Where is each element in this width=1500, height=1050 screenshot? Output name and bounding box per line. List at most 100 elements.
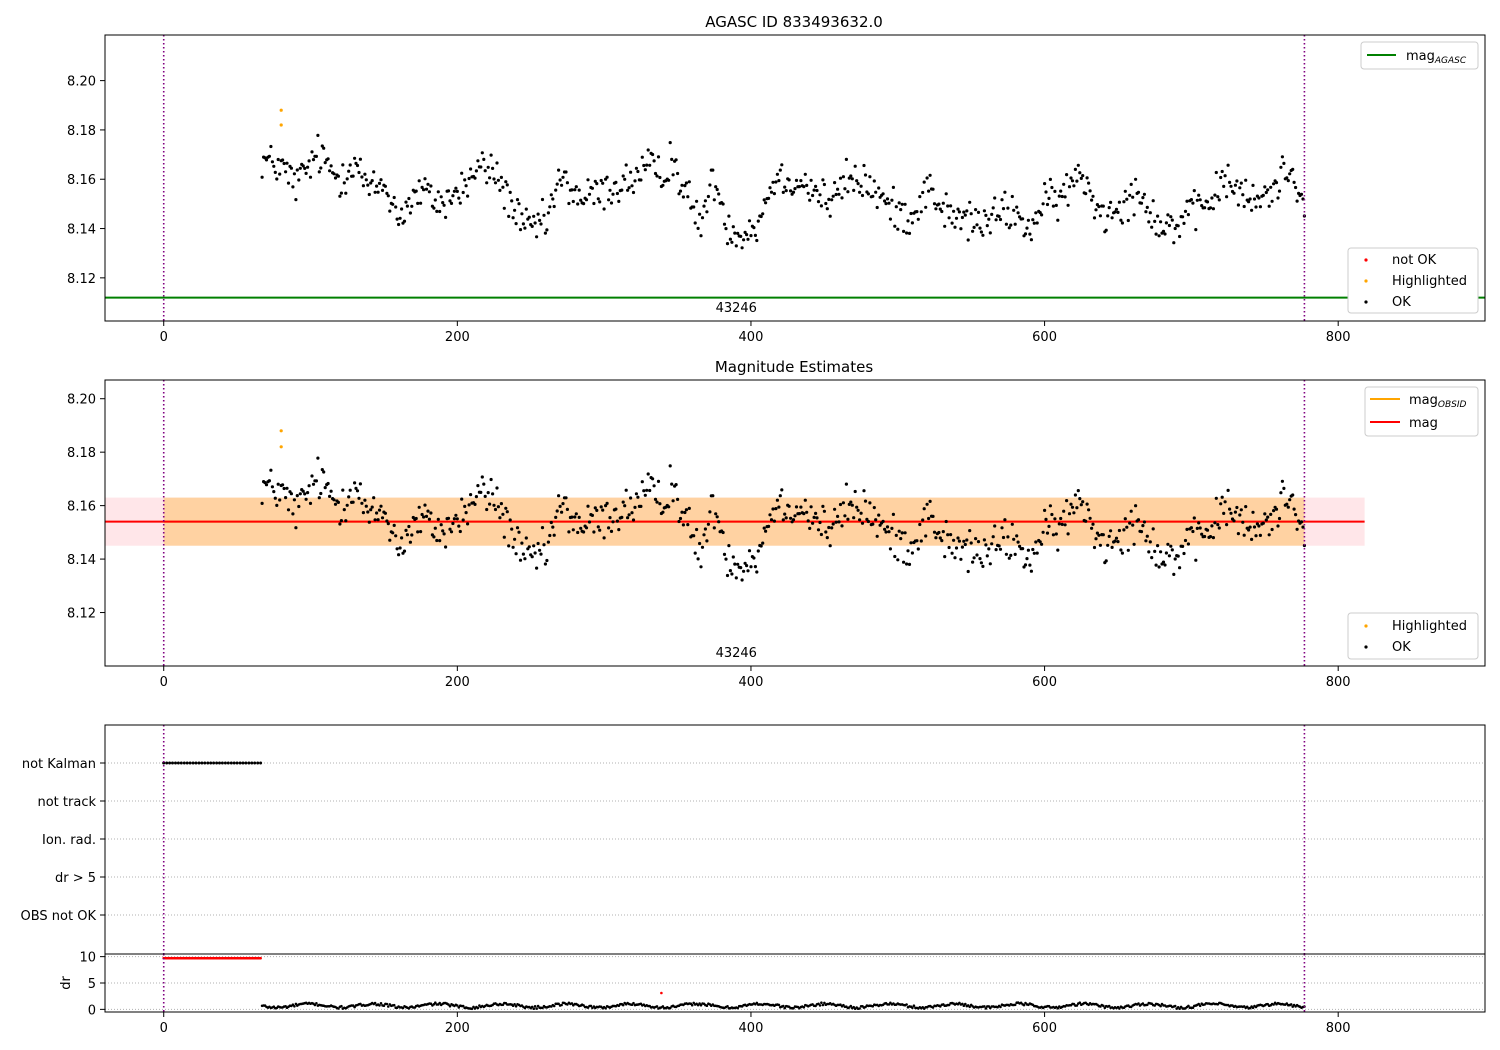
data-point-ok xyxy=(631,190,636,195)
data-point-ok xyxy=(941,530,945,534)
data-point-ok xyxy=(808,198,812,202)
data-point-ok xyxy=(1025,557,1029,561)
data-point-ok xyxy=(394,534,398,538)
data-point-ok xyxy=(743,561,747,565)
data-point-ok xyxy=(834,520,838,524)
data-point-ok xyxy=(881,519,885,524)
data-point-ok xyxy=(380,188,385,192)
data-point-ok xyxy=(1116,540,1120,544)
legend-ok-marker xyxy=(1364,645,1368,649)
data-point-ok xyxy=(724,227,728,231)
data-point-ok xyxy=(338,522,342,526)
data-point-ok xyxy=(633,179,637,183)
x-tick-label: 800 xyxy=(1326,1021,1351,1036)
x-tick-label: 200 xyxy=(445,1021,470,1036)
data-point-ok xyxy=(693,551,697,555)
data-point-ok xyxy=(363,172,367,176)
data-point-ok xyxy=(1292,507,1296,511)
data-point-ok xyxy=(358,482,362,486)
data-point-ok xyxy=(555,182,559,186)
data-point-ok xyxy=(527,545,531,549)
data-point-ok xyxy=(746,569,750,573)
data-point-ok xyxy=(408,540,412,544)
data-point-ok xyxy=(419,530,423,534)
data-point-ok xyxy=(651,152,655,157)
data-point-ok xyxy=(1247,200,1251,204)
data-point-ok xyxy=(1094,208,1098,212)
legend-box xyxy=(1360,41,1479,70)
data-point-ok xyxy=(645,163,649,167)
data-point-ok xyxy=(1156,214,1160,218)
data-point-ok xyxy=(745,564,749,568)
dr-point-ok xyxy=(968,1005,971,1009)
y-tick-label: 8.20 xyxy=(67,393,96,408)
data-point-ok xyxy=(849,500,853,504)
data-point-ok xyxy=(404,528,408,533)
data-point-ok xyxy=(1272,182,1276,186)
data-point-ok xyxy=(1041,202,1045,206)
data-point-ok xyxy=(624,488,628,492)
data-point-ok xyxy=(554,188,558,192)
data-point-ok xyxy=(539,552,543,556)
dr-point-ok xyxy=(961,1002,964,1006)
data-point-ok xyxy=(264,158,269,162)
panel-agasc-legend-lines: magAGASC xyxy=(1360,41,1479,70)
data-point-ok xyxy=(833,507,837,511)
data-point-ok xyxy=(1021,217,1025,221)
data-point-ok xyxy=(1195,526,1199,531)
data-point-ok xyxy=(1164,551,1168,555)
x-tick-label: 800 xyxy=(1326,675,1351,690)
data-point-ok xyxy=(1084,519,1088,523)
data-point-ok xyxy=(1012,537,1016,541)
data-point-ok xyxy=(949,204,953,208)
data-point-highlighted xyxy=(279,445,283,449)
data-point-ok xyxy=(429,184,433,188)
data-point-ok xyxy=(627,513,631,517)
data-point-ok xyxy=(705,539,709,543)
data-point-ok xyxy=(1029,238,1033,242)
data-point-ok xyxy=(623,177,627,181)
data-point-ok xyxy=(687,506,691,510)
data-point-ok xyxy=(928,499,932,503)
data-point-ok xyxy=(952,209,956,213)
data-point-ok xyxy=(684,181,689,185)
data-point-ok xyxy=(377,508,382,512)
data-point-ok xyxy=(1043,182,1047,186)
data-point-ok xyxy=(379,504,383,508)
data-point-ok xyxy=(764,201,768,205)
data-point-ok xyxy=(546,211,551,215)
data-point-ok xyxy=(1091,194,1095,198)
data-point-ok xyxy=(730,572,734,576)
data-point-ok xyxy=(364,504,368,508)
data-point-ok xyxy=(706,194,711,199)
data-point-ok xyxy=(1132,213,1136,217)
data-point-ok xyxy=(1134,504,1138,508)
data-point-ok xyxy=(489,477,493,482)
data-point-ok xyxy=(307,159,311,163)
data-point-ok xyxy=(316,133,320,137)
data-point-ok xyxy=(1173,226,1177,231)
data-point-ok xyxy=(564,170,568,174)
data-point-ok xyxy=(1198,526,1202,530)
dr-point-ok xyxy=(1197,1002,1200,1006)
data-point-ok xyxy=(395,217,399,221)
data-point-ok xyxy=(326,157,330,161)
data-point-ok xyxy=(291,512,295,516)
legend-not-ok-label: not OK xyxy=(1392,253,1437,268)
data-point-ok xyxy=(377,181,382,185)
data-point-ok xyxy=(361,510,365,515)
data-point-ok xyxy=(954,216,959,220)
data-point-ok xyxy=(877,186,881,190)
data-point-ok xyxy=(806,191,810,195)
dr-point-ok xyxy=(387,1005,390,1008)
data-point-ok xyxy=(646,472,650,476)
data-point-ok xyxy=(844,482,849,486)
data-point-ok xyxy=(1034,211,1038,215)
data-point-ok xyxy=(1198,198,1202,202)
data-point-ok xyxy=(513,537,517,541)
data-point-ok xyxy=(859,184,863,188)
data-point-ok xyxy=(463,178,467,182)
data-point-ok xyxy=(1122,528,1126,532)
data-point-ok xyxy=(388,538,392,542)
data-point-ok xyxy=(1114,207,1119,211)
